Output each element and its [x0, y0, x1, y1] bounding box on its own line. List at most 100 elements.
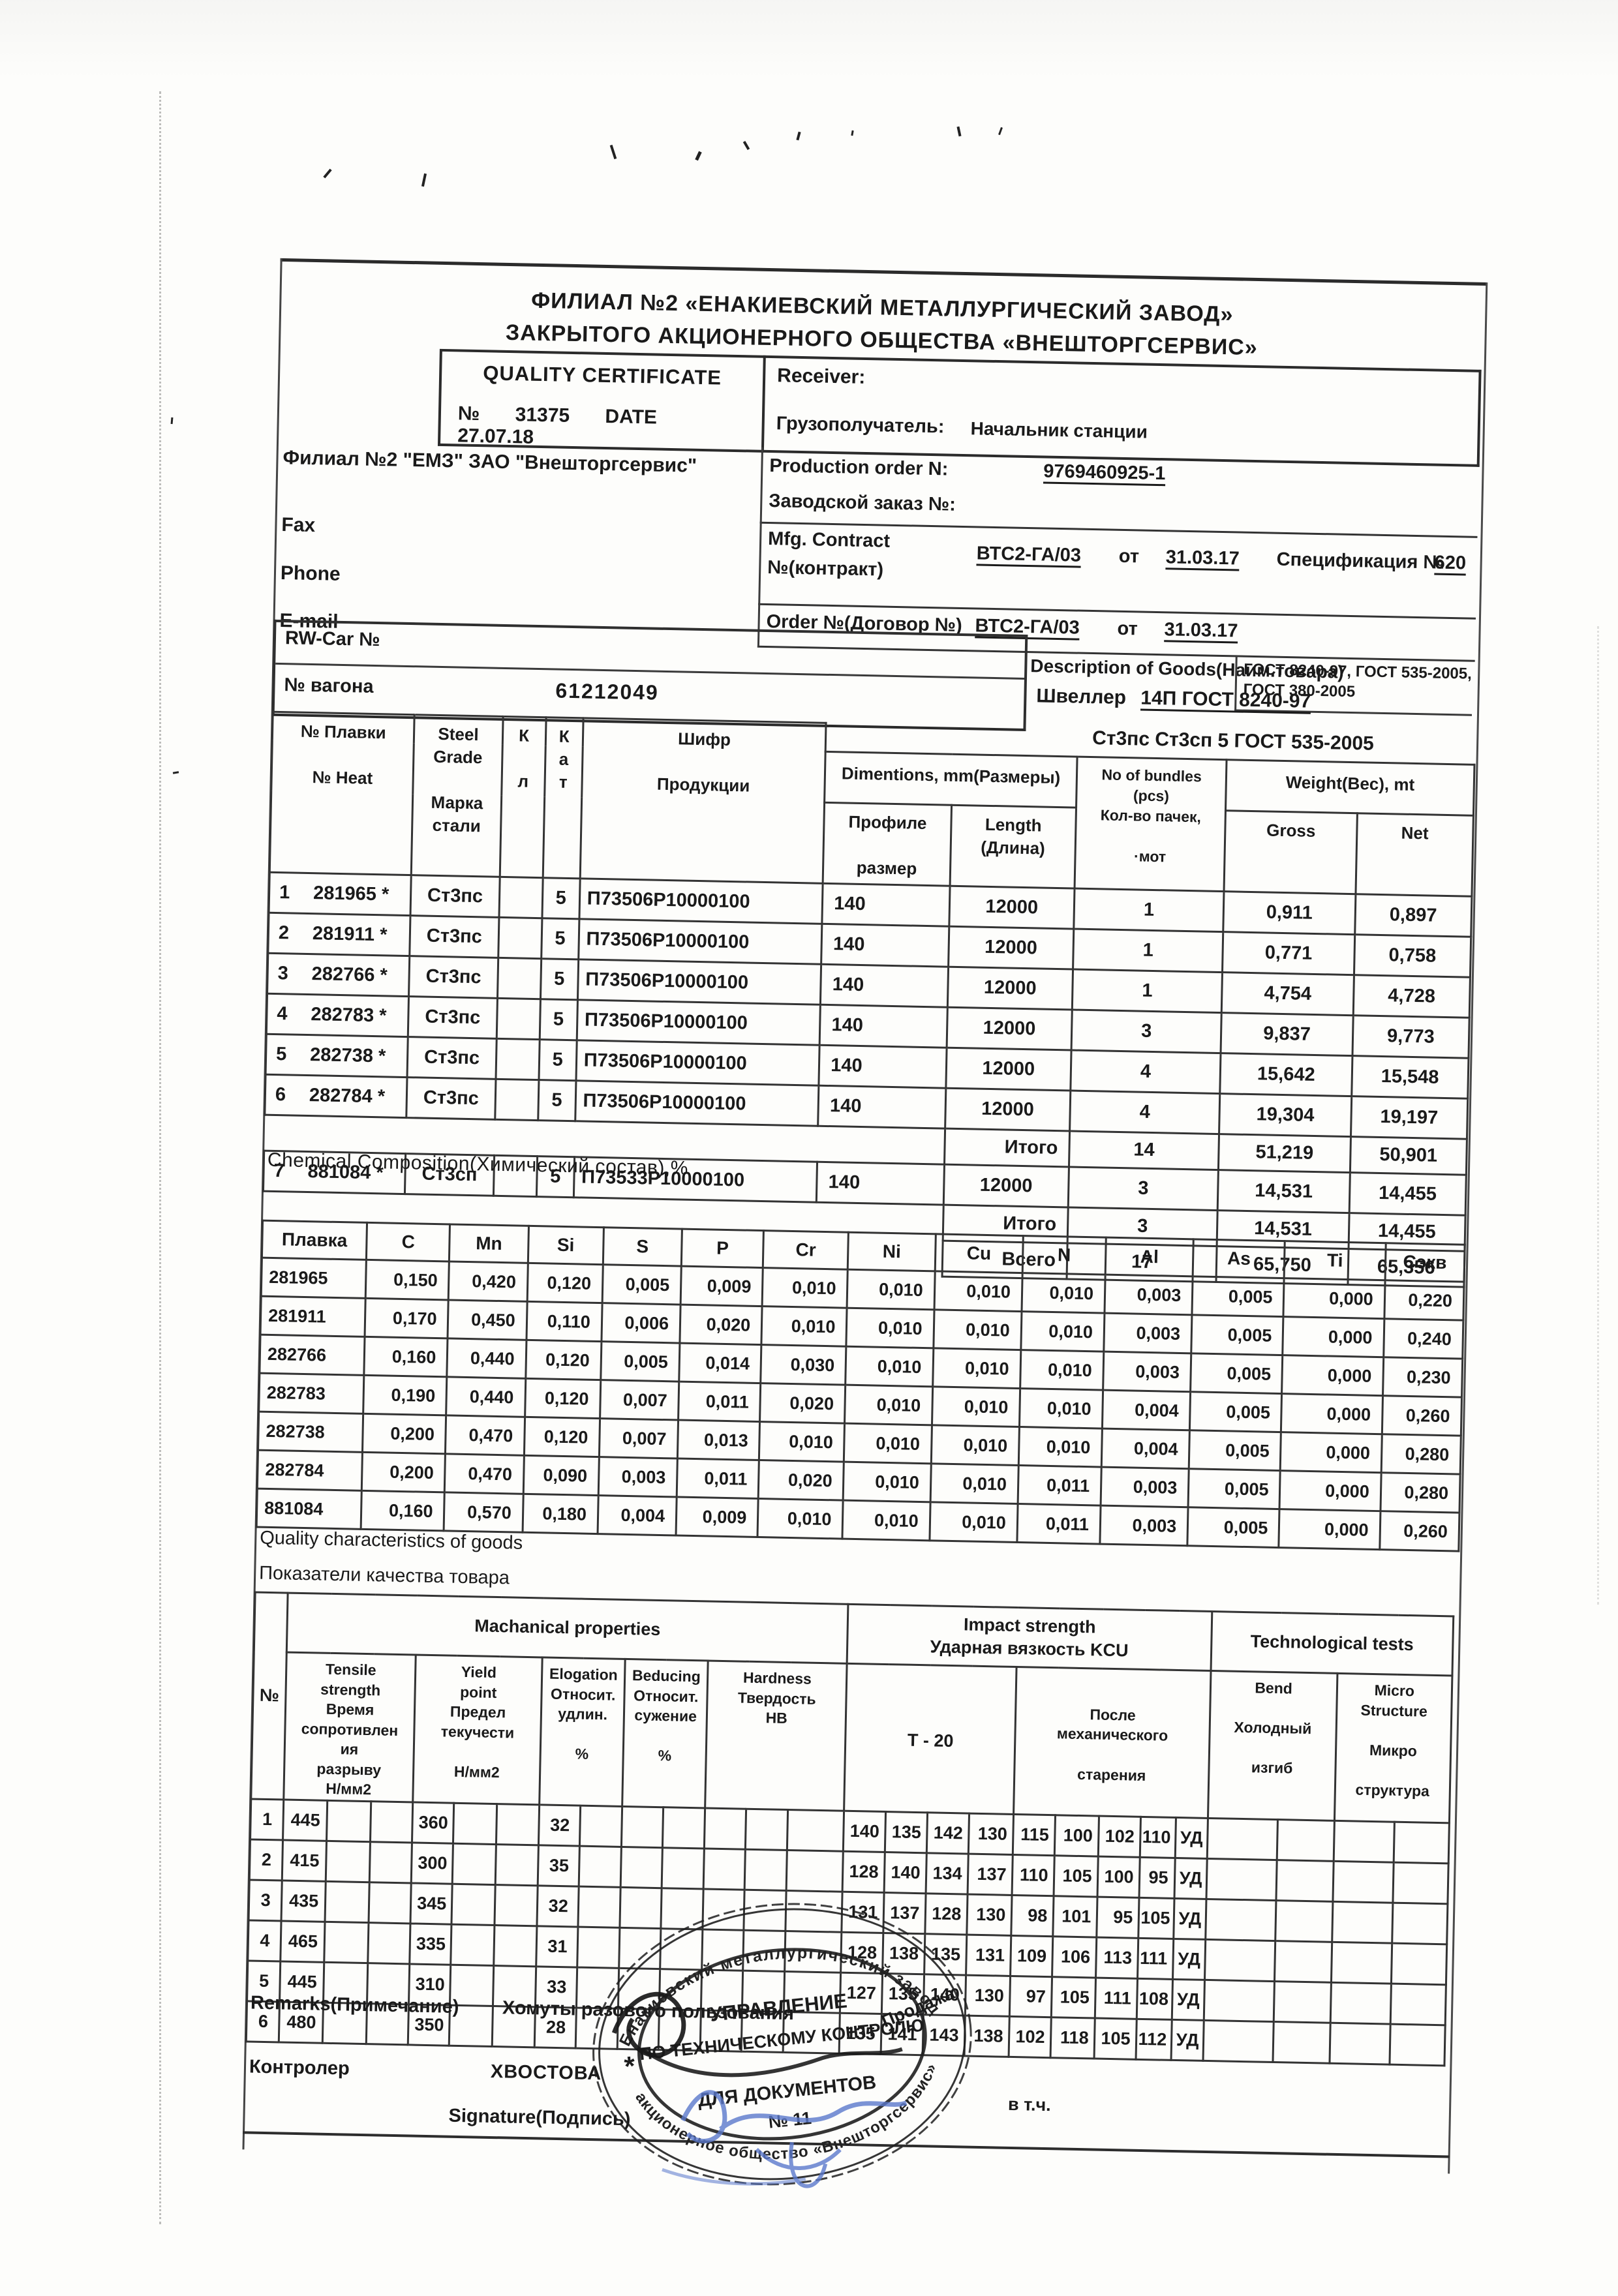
cell-kcu: 111 [1137, 1938, 1174, 1980]
cell-empty [1331, 1942, 1392, 1984]
cell-tensile: 435 [281, 1881, 326, 1922]
cell: 0,006 [601, 1303, 681, 1344]
cell-empty [451, 1884, 496, 1926]
cell-kcu: 102 [1009, 2016, 1052, 2058]
factory-order-label: Заводской заказ №: [769, 491, 956, 515]
cell-heat: 6 282784 * [264, 1074, 408, 1118]
quality-header-row2: Tensile strength Время сопротивлен ия ра… [251, 1652, 1452, 1823]
rw-car-label: RW-Car № [284, 627, 380, 651]
col-hardness: Hardness Твердость НВ [705, 1661, 847, 1811]
cell: 0,090 [523, 1455, 600, 1496]
cell: 0,160 [361, 1490, 445, 1531]
cell: 0,110 [526, 1301, 602, 1342]
cell-empty [621, 1806, 664, 1848]
phone-label: Phone [280, 562, 341, 585]
cell: 0,010 [930, 1463, 1019, 1504]
mfg-contract-label-ru: №(контракт) [767, 557, 884, 581]
cell: 0,005 [1187, 1507, 1280, 1548]
col-num: № [251, 1592, 288, 1800]
cell-net: 0,897 [1354, 894, 1472, 937]
col-technological: Technological tests [1210, 1611, 1454, 1676]
cell-kcu: 112 [1136, 2019, 1172, 2061]
cell: 0,010 [842, 1500, 930, 1541]
cell-net: 9,773 [1352, 1015, 1470, 1058]
cell: 0,440 [447, 1338, 527, 1379]
cell: 281965 [261, 1258, 367, 1299]
cell: 0,014 [679, 1343, 762, 1383]
cell-empty [495, 1038, 540, 1080]
cell-code: П73506Р10000100 [576, 999, 821, 1045]
cell: 0,003 [1103, 1352, 1192, 1392]
cell-bundles: 1 [1073, 888, 1225, 932]
cell: 0,280 [1381, 1434, 1461, 1475]
cell-empty [495, 1844, 539, 1886]
cell-heat: 1 281965 * [269, 871, 412, 916]
col-profile: Профиле размер [823, 802, 952, 886]
cell-empty [1275, 1860, 1334, 1902]
cell-tensile: 465 [280, 1921, 326, 1963]
product-label: Швеллер [1036, 685, 1127, 709]
cell-yield: 335 [409, 1923, 452, 1965]
cell: 0,280 [1380, 1472, 1461, 1513]
cell-empty [1332, 1901, 1393, 1944]
cell-length: 12000 [948, 926, 1074, 969]
cell-bundles: 3 [1071, 1009, 1222, 1053]
cell-empty [369, 1841, 412, 1884]
col-elongation: Elogation Относит. удлин. % [539, 1657, 626, 1807]
certificate-number-row: № 31375 DATE 27.07.18 [457, 402, 762, 453]
cell: 0,260 [1379, 1511, 1459, 1552]
cell-empty [1390, 1984, 1446, 2025]
cell: 0,190 [363, 1375, 448, 1415]
cell-empty [1274, 1941, 1332, 1983]
cell: 0,003 [598, 1457, 678, 1498]
cell-kcu: 140 [884, 1852, 927, 1894]
cell-gross: 0,771 [1222, 931, 1355, 975]
cell-empty [1276, 1819, 1335, 1862]
cell-empty [1205, 1899, 1276, 1941]
cell-empty [495, 1078, 539, 1121]
cell: 281911 [260, 1296, 366, 1337]
col-k1: К л [499, 716, 546, 878]
cell-profile: 140 [816, 1161, 945, 1205]
cell-length: 12000 [949, 885, 1075, 929]
cell-empty [662, 1807, 705, 1849]
round-stamp: Енакиевский металлургический завод акцио… [592, 1903, 972, 2188]
cell-profile: 140 [817, 1085, 946, 1128]
cell: 0,010 [932, 1386, 1020, 1427]
cell-kcu: 109 [1010, 1935, 1054, 1977]
cell-empty [703, 1849, 746, 1890]
cell-empty [1272, 2021, 1330, 2064]
stamp-star: * [623, 2050, 637, 2081]
cell: 0,150 [365, 1260, 450, 1300]
cell-elongation: 32 [537, 1885, 579, 1927]
cell-grade: Ст3пс [410, 915, 499, 958]
cell-heat: 4 282783 * [266, 993, 409, 1037]
pen-flourish [611, 1991, 903, 2077]
production-order-value: 9769460925-1 [1043, 461, 1166, 485]
cell-bend: УД [1174, 1817, 1208, 1859]
chem-col: Сэкв [1384, 1243, 1465, 1282]
cell-num: 2 [249, 1839, 283, 1881]
chem-col: Ni [847, 1232, 936, 1271]
cell: 0,010 [846, 1346, 934, 1387]
cell-empty [786, 1850, 844, 1892]
cell: 0,120 [524, 1417, 600, 1457]
frame-top-rule [280, 258, 1488, 286]
cell-kcu: 100 [1054, 1815, 1099, 1857]
cell-bend: УД [1171, 1979, 1205, 2021]
cell: 0,007 [600, 1380, 679, 1421]
cell: 0,010 [761, 1306, 847, 1347]
cell: 0,010 [843, 1462, 931, 1502]
mfg-from-label: от [1118, 545, 1140, 567]
cell: 0,230 [1382, 1357, 1463, 1398]
controller-label: Контролер [249, 2056, 350, 2079]
order-from-label: от [1117, 618, 1138, 640]
cell-gross: 15,642 [1220, 1053, 1352, 1096]
cell-empty [1275, 1900, 1333, 1942]
cell-empty [1392, 1903, 1448, 1944]
cell-gross: 4,754 [1221, 972, 1354, 1016]
cell: 0,470 [444, 1453, 525, 1494]
cell-bundles: 4 [1069, 1090, 1221, 1134]
quality-title-en: Quality characteristics of goods [259, 1527, 523, 1554]
